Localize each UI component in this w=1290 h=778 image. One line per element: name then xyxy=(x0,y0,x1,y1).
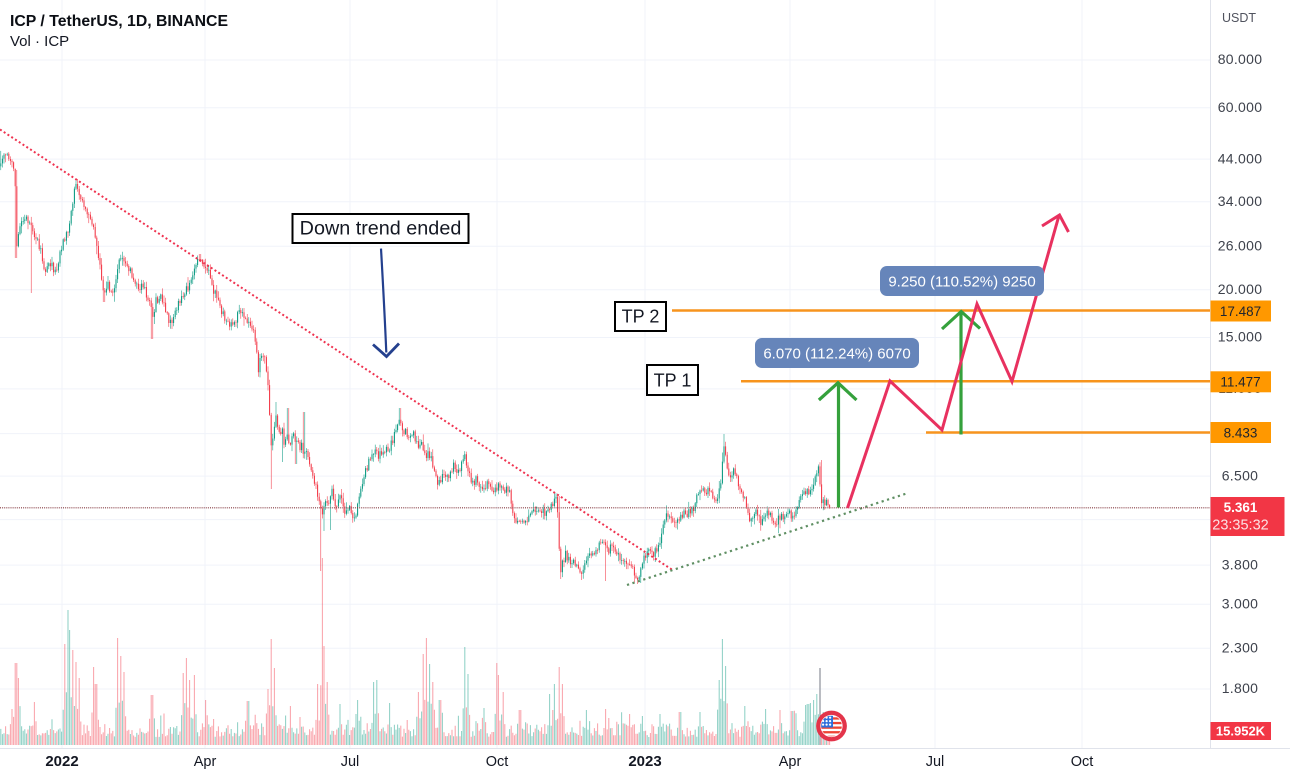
svg-text:USDT: USDT xyxy=(1222,11,1256,25)
svg-text:3.000: 3.000 xyxy=(1222,596,1259,612)
svg-text:Jul: Jul xyxy=(926,754,945,770)
svg-text:2023: 2023 xyxy=(628,753,661,770)
svg-text:80.000: 80.000 xyxy=(1218,51,1263,67)
svg-text:44.000: 44.000 xyxy=(1218,150,1263,166)
svg-text:Down trend ended: Down trend ended xyxy=(300,218,462,240)
svg-text:TP 2: TP 2 xyxy=(622,307,660,327)
svg-text:15.000: 15.000 xyxy=(1218,329,1263,345)
svg-text:6.070 (112.24%) 6070: 6.070 (112.24%) 6070 xyxy=(763,346,910,363)
svg-text:23:35:32: 23:35:32 xyxy=(1212,518,1268,534)
svg-text:17.487: 17.487 xyxy=(1220,304,1261,319)
svg-text:Oct: Oct xyxy=(486,754,509,770)
svg-text:TP 1: TP 1 xyxy=(654,371,692,391)
svg-text:3.800: 3.800 xyxy=(1222,556,1259,572)
svg-text:26.000: 26.000 xyxy=(1218,238,1263,254)
svg-text:5.361: 5.361 xyxy=(1224,500,1258,515)
svg-text:60.000: 60.000 xyxy=(1218,99,1263,115)
svg-text:2022: 2022 xyxy=(45,753,78,770)
svg-text:2.300: 2.300 xyxy=(1222,640,1259,656)
svg-text:Vol · ICP: Vol · ICP xyxy=(10,33,69,50)
svg-text:ICP / TetherUS, 1D, BINANCE: ICP / TetherUS, 1D, BINANCE xyxy=(10,13,228,30)
svg-text:34.000: 34.000 xyxy=(1218,193,1263,209)
svg-text:Jul: Jul xyxy=(341,754,360,770)
svg-text:Apr: Apr xyxy=(194,754,217,770)
svg-text:15.952K: 15.952K xyxy=(1216,724,1266,739)
svg-text:6.500: 6.500 xyxy=(1222,467,1259,483)
svg-text:Apr: Apr xyxy=(779,754,802,770)
svg-text:8.433: 8.433 xyxy=(1224,425,1258,440)
svg-text:11.477: 11.477 xyxy=(1220,375,1260,390)
svg-text:20.000: 20.000 xyxy=(1218,281,1263,297)
svg-text:Oct: Oct xyxy=(1071,754,1094,770)
svg-text:1.800: 1.800 xyxy=(1222,680,1259,696)
svg-text:9.250 (110.52%) 9250: 9.250 (110.52%) 9250 xyxy=(888,274,1035,291)
